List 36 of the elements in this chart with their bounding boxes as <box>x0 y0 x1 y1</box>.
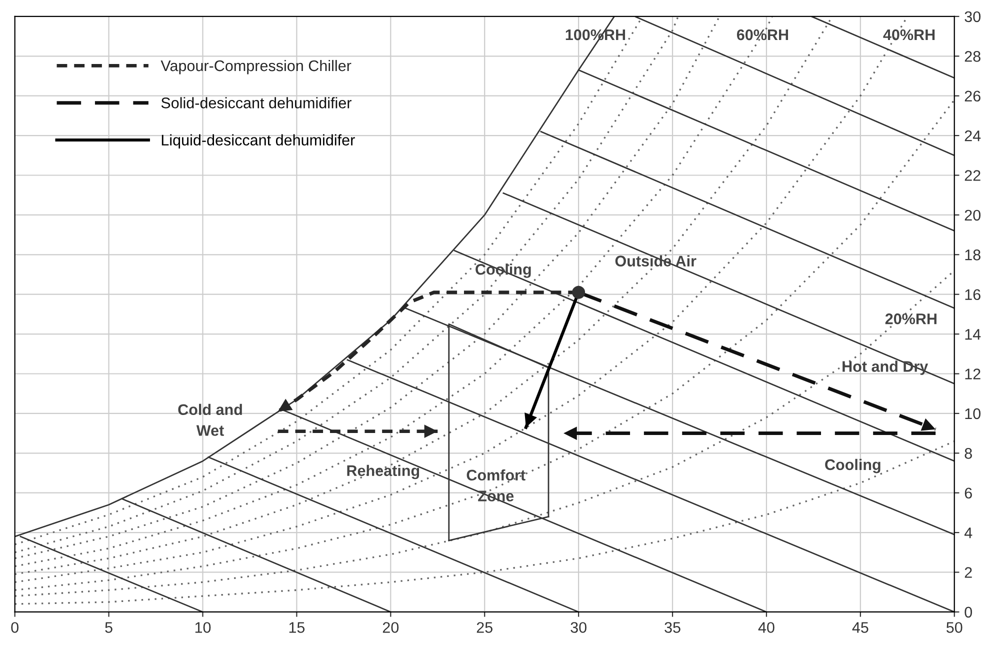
x-tick-label: 10 <box>195 622 211 633</box>
x-tick-label: 45 <box>852 622 868 633</box>
y-tick-label: 28 <box>964 51 980 62</box>
annotation: Cooling <box>825 458 880 474</box>
y-tick-label: 6 <box>964 488 972 499</box>
y-tick-label: 10 <box>965 408 981 420</box>
y-tick-label: 18 <box>965 250 980 260</box>
x-tick-label: 5 <box>105 622 112 633</box>
x-tick-label: 15 <box>289 622 305 633</box>
x-tick-label: 0 <box>11 622 18 633</box>
y-tick-label: 16 <box>965 289 980 300</box>
y-tick-label: 24 <box>964 130 981 142</box>
y-tick-label: 14 <box>965 329 981 340</box>
x-tick-label: 20 <box>382 622 399 633</box>
x-tick-label: 30 <box>570 622 586 633</box>
annotation: Reheating <box>347 464 420 480</box>
text: Liquid-desiccant dehumidifer <box>162 134 355 149</box>
y-tick-label: 20 <box>964 210 981 221</box>
x-tick-label: 50 <box>946 622 962 633</box>
y-tick-label: 0 <box>964 606 972 618</box>
text: Vapour-Compression Chiller <box>160 60 352 74</box>
y-tick-label: 8 <box>964 448 972 459</box>
annotation: Cold and Wet <box>178 404 242 436</box>
y-tick-label: 26 <box>964 90 980 102</box>
y-tick-label: 12 <box>965 368 980 380</box>
x-tick-label: 25 <box>476 622 492 633</box>
annotation: 20%RH <box>885 313 936 324</box>
annotation: 60%RH <box>736 29 788 40</box>
annotation: 40%RH <box>883 29 935 40</box>
y-tick-label: 2 <box>964 567 972 578</box>
x-tick-label: 35 <box>664 622 680 633</box>
y-tick-label: 22 <box>964 170 980 181</box>
text: Solid-desiccant dehumidifier <box>161 97 352 108</box>
x-tick-label: 40 <box>758 622 774 633</box>
y-tick-label: 4 <box>964 528 972 538</box>
y-tick-label: 30 <box>964 11 981 22</box>
